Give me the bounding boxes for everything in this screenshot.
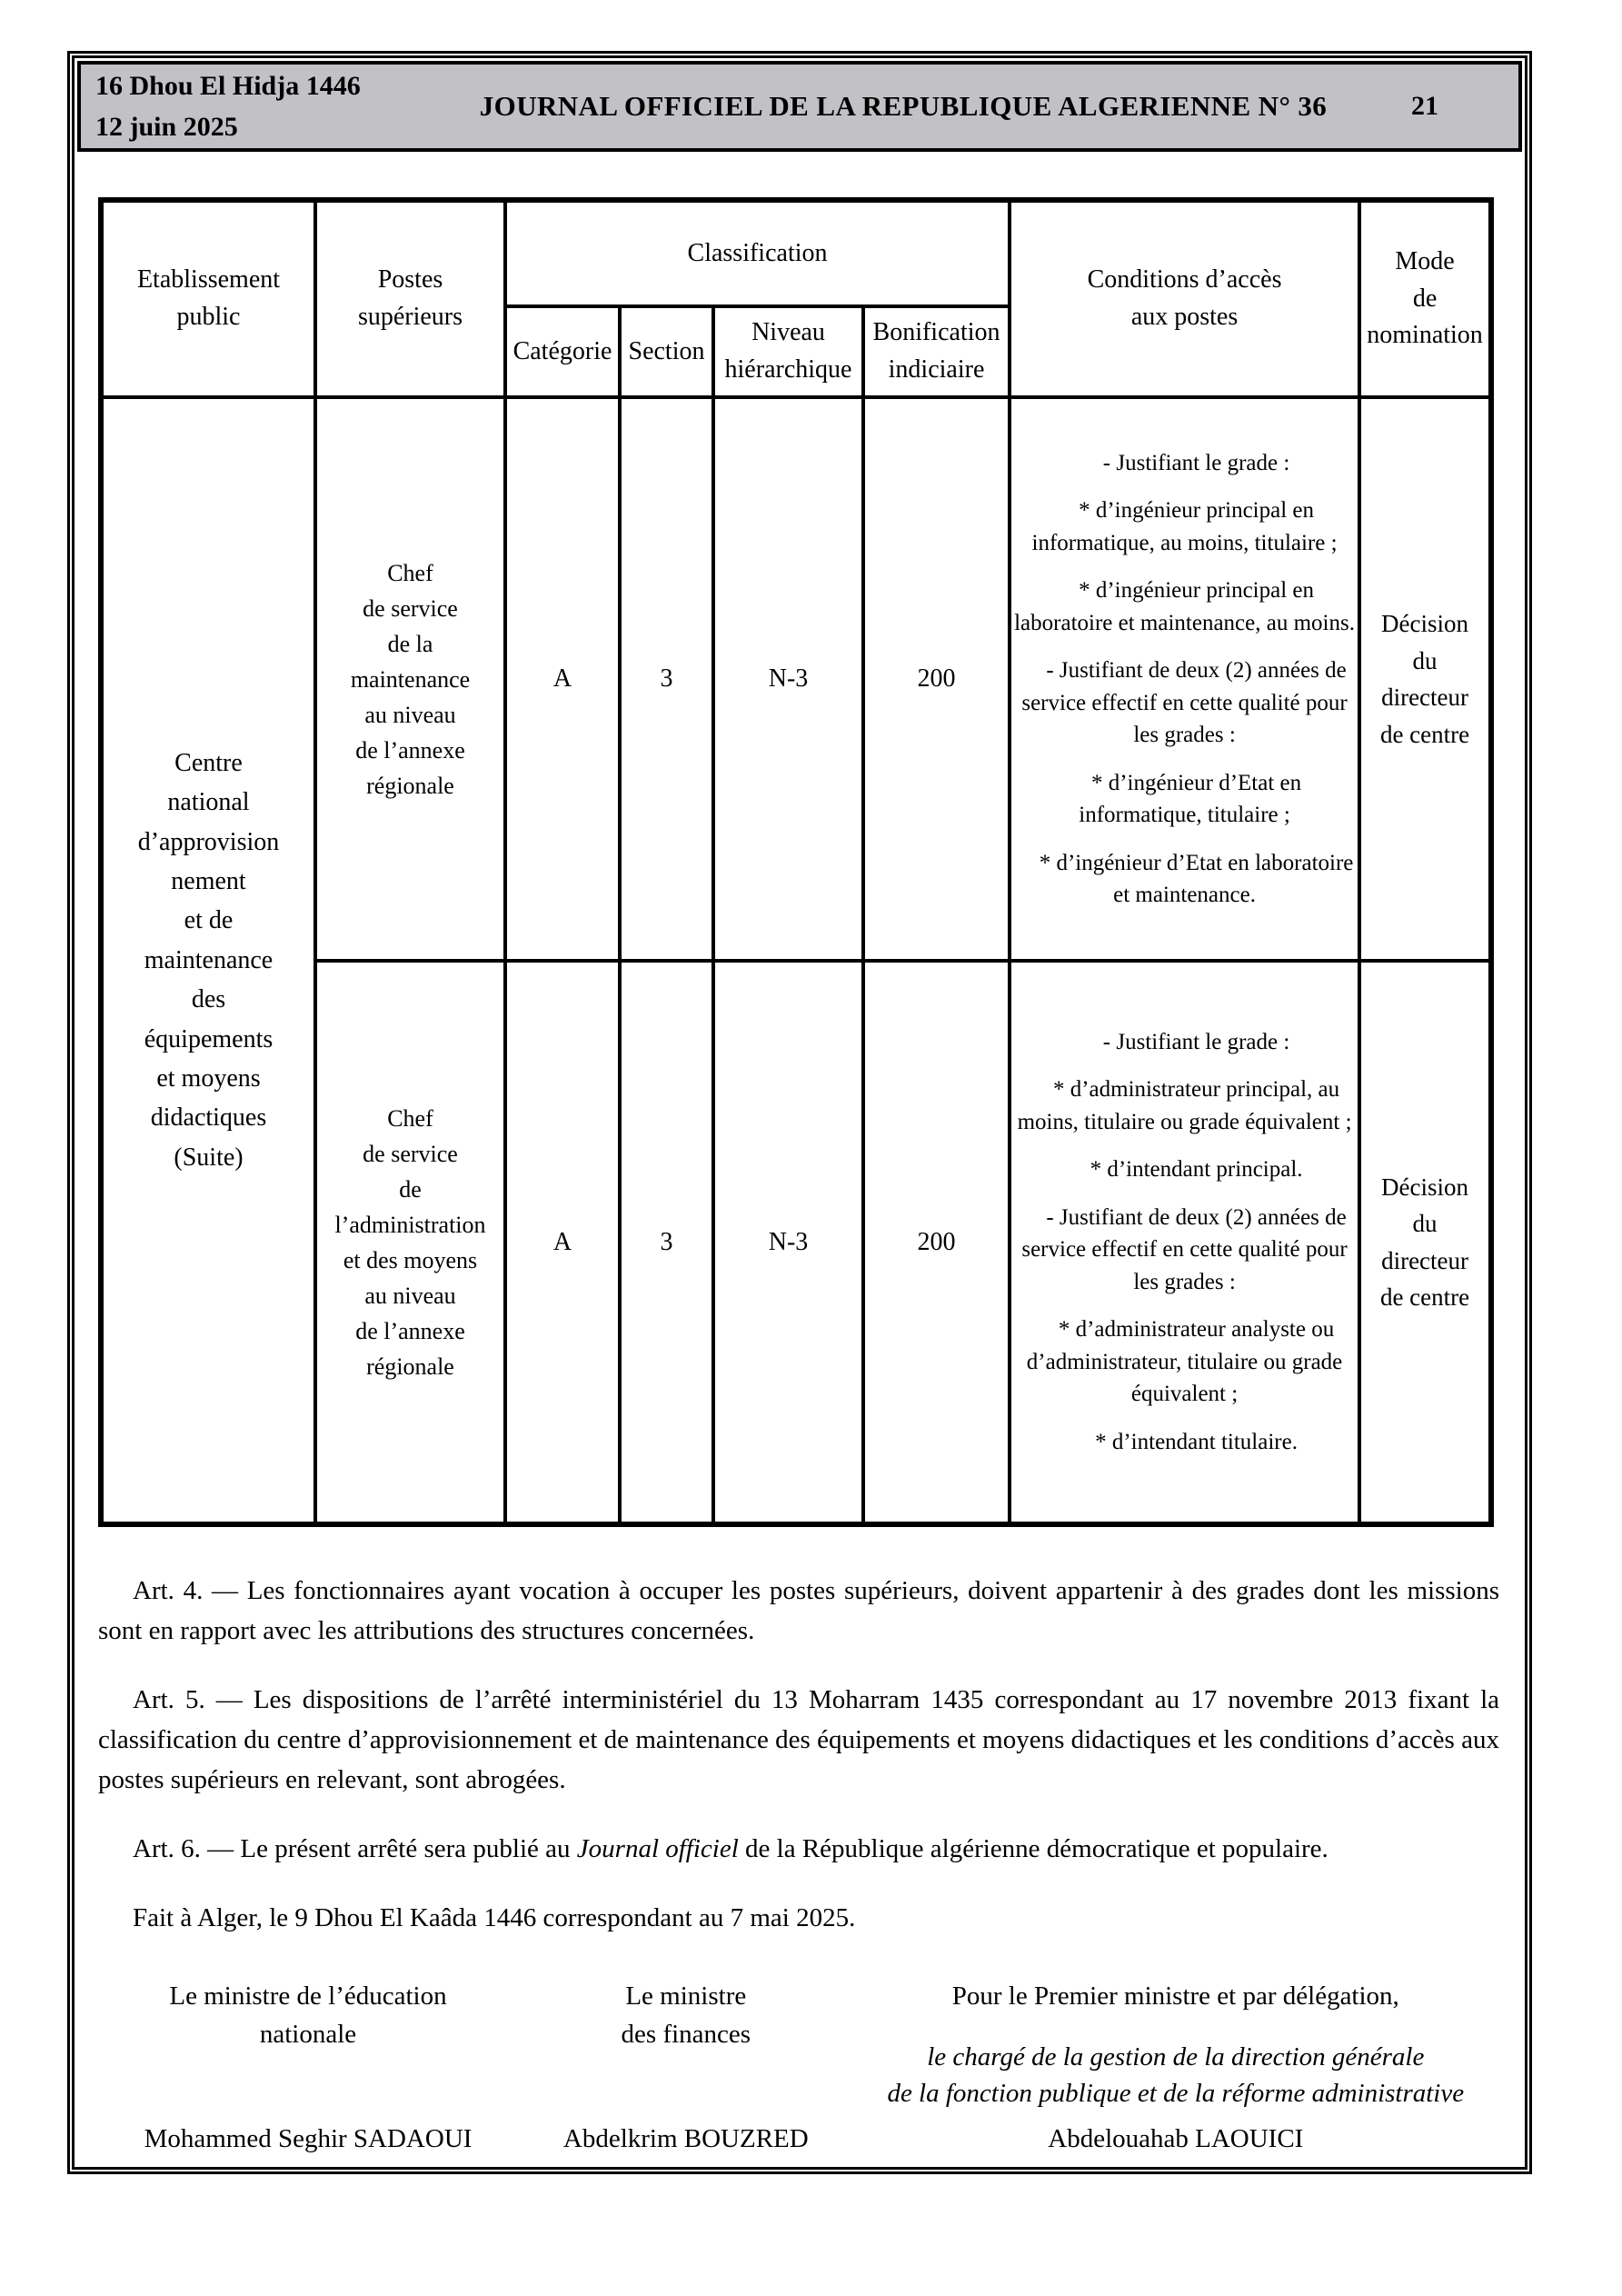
- cell-etablissement: Centre national d’approvision nement et …: [99, 395, 317, 1526]
- signature-place-date: Fait à Alger, le 9 Dhou El Kaâda 1446 co…: [133, 1903, 856, 1933]
- cell-niveau: N-3: [711, 395, 865, 963]
- col-header-conditions: Conditions d’accès aux postes: [1008, 198, 1362, 399]
- table-header-row-2: Catégorie Section Niveau hiérarchique Bo…: [101, 304, 1491, 399]
- cell-section: 3: [618, 395, 715, 963]
- col-header-niveau: Niveau hiérarchique: [711, 304, 865, 399]
- cell-categorie: A: [503, 395, 622, 963]
- date-hijri: 16 Dhou El Hidja 1446: [95, 71, 361, 101]
- condition-item: * d’intendant titulaire.: [1095, 1429, 1298, 1454]
- articles-section: Art. 4. — Les fonctionnaires ayant vocat…: [98, 1571, 1499, 1939]
- cell-poste: Chef de service de la maintenance au niv…: [313, 395, 507, 963]
- cell-categorie: A: [503, 959, 622, 1526]
- signature-name: Abdelkrim BOUZRED: [562, 2123, 809, 2153]
- signature-delegation: le chargé de la gestion de la direction …: [887, 2041, 1465, 2109]
- col-header-section: Section: [618, 304, 715, 399]
- cell-poste: Chef de service de l’administration et d…: [313, 959, 507, 1526]
- article-6-text-end: de la République algérienne démocratique…: [738, 1834, 1328, 1864]
- postes-superieurs-table: Etablissement public Postes supérieurs C…: [98, 197, 1495, 1527]
- table-row: Chef de service de l’administration et d…: [101, 959, 1494, 1526]
- condition-item: * d’ingénieur principal en laboratoire e…: [1014, 578, 1355, 635]
- condition-item: * d’ingénieur principal en informatique,…: [1031, 498, 1338, 555]
- cell-mode-nomination: Décision du directeur de centre: [1358, 395, 1494, 963]
- cell-section: 3: [618, 959, 715, 1526]
- signature-name: Mohammed Seghir SADAOUI: [144, 2123, 473, 2153]
- article-5: Art. 5. — Les dispositions de l’arrêté i…: [98, 1685, 1499, 1795]
- cell-bonification: 200: [861, 959, 1012, 1526]
- col-header-etablissement: Etablissement public: [99, 198, 317, 399]
- signature-name: Abdelouahab LAOUICI: [1048, 2123, 1304, 2153]
- col-header-bonification: Bonification indiciaire: [861, 304, 1012, 399]
- col-header-classification: Classification: [503, 198, 1012, 308]
- page-header-band: 16 Dhou El Hidja 1446 12 juin 2025 JOURN…: [77, 61, 1522, 152]
- page-number: 21: [1411, 91, 1438, 121]
- condition-item: - Justifiant le grade :: [1102, 450, 1290, 475]
- cell-bonification: 200: [861, 395, 1012, 963]
- journal-officiel-italic: Journal officiel: [576, 1834, 739, 1864]
- col-header-postes: Postes supérieurs: [313, 198, 507, 399]
- page-frame: 16 Dhou El Hidja 1446 12 juin 2025 JOURN…: [67, 51, 1532, 2174]
- signature-premier-delegation: Pour le Premier ministre et par délégati…: [854, 1977, 1498, 2154]
- date-gregorian: 12 juin 2025: [95, 112, 238, 142]
- signature-title: Le ministre des finances: [621, 1981, 751, 2049]
- condition-item: - Justifiant de deux (2) années de servi…: [1021, 1204, 1348, 1294]
- condition-item: * d’administrateur principal, au moins, …: [1017, 1077, 1352, 1134]
- cell-mode-nomination: Décision du directeur de centre: [1358, 959, 1494, 1526]
- signature-title: Le ministre de l’éducation nationale: [169, 1981, 447, 2049]
- col-header-categorie: Catégorie: [503, 304, 622, 399]
- cell-conditions: - Justifiant le grade : * d’ingénieur pr…: [1008, 395, 1362, 963]
- article-6: Art. 6. — Le présent arrêté sera publié …: [98, 1829, 1499, 1869]
- signature-education-minister: Le ministre de l’éducation nationale Moh…: [98, 1977, 518, 2154]
- header-dates: 16 Dhou El Hidja 1446 12 juin 2025: [81, 65, 395, 147]
- article-6-text: Art. 6. — Le présent arrêté sera publié …: [133, 1834, 577, 1864]
- article-4: Art. 4. — Les fonctionnaires ayant vocat…: [98, 1576, 1499, 1646]
- col-header-mode-nomination: Mode de nomination: [1358, 198, 1494, 399]
- signature-finance-minister: Le ministre des finances Abdelkrim BOUZR…: [518, 1977, 854, 2154]
- signatures-section: Le ministre de l’éducation nationale Moh…: [98, 1977, 1498, 2154]
- condition-item: * d’ingénieur d’Etat en laboratoire et m…: [1039, 850, 1354, 908]
- condition-item: - Justifiant le grade :: [1102, 1029, 1290, 1054]
- cell-conditions: - Justifiant le grade : * d’administrate…: [1008, 959, 1362, 1526]
- condition-item: * d’administrateur analyste ou d’adminis…: [1026, 1317, 1343, 1407]
- table-header-row-1: Etablissement public Postes supérieurs C…: [99, 198, 1494, 399]
- signature-title: Pour le Premier ministre et par délégati…: [951, 1981, 1399, 2011]
- condition-item: * d’ingénieur d’Etat en informatique, ti…: [1079, 770, 1302, 828]
- journal-title: JOURNAL OFFICIEL DE LA REPUBLIQUE ALGERI…: [479, 90, 1328, 122]
- condition-item: * d’intendant principal.: [1090, 1157, 1303, 1183]
- table-row: Centre national d’approvision nement et …: [99, 395, 1494, 1526]
- condition-item: - Justifiant de deux (2) années de servi…: [1021, 658, 1348, 747]
- cell-niveau: N-3: [711, 959, 865, 1526]
